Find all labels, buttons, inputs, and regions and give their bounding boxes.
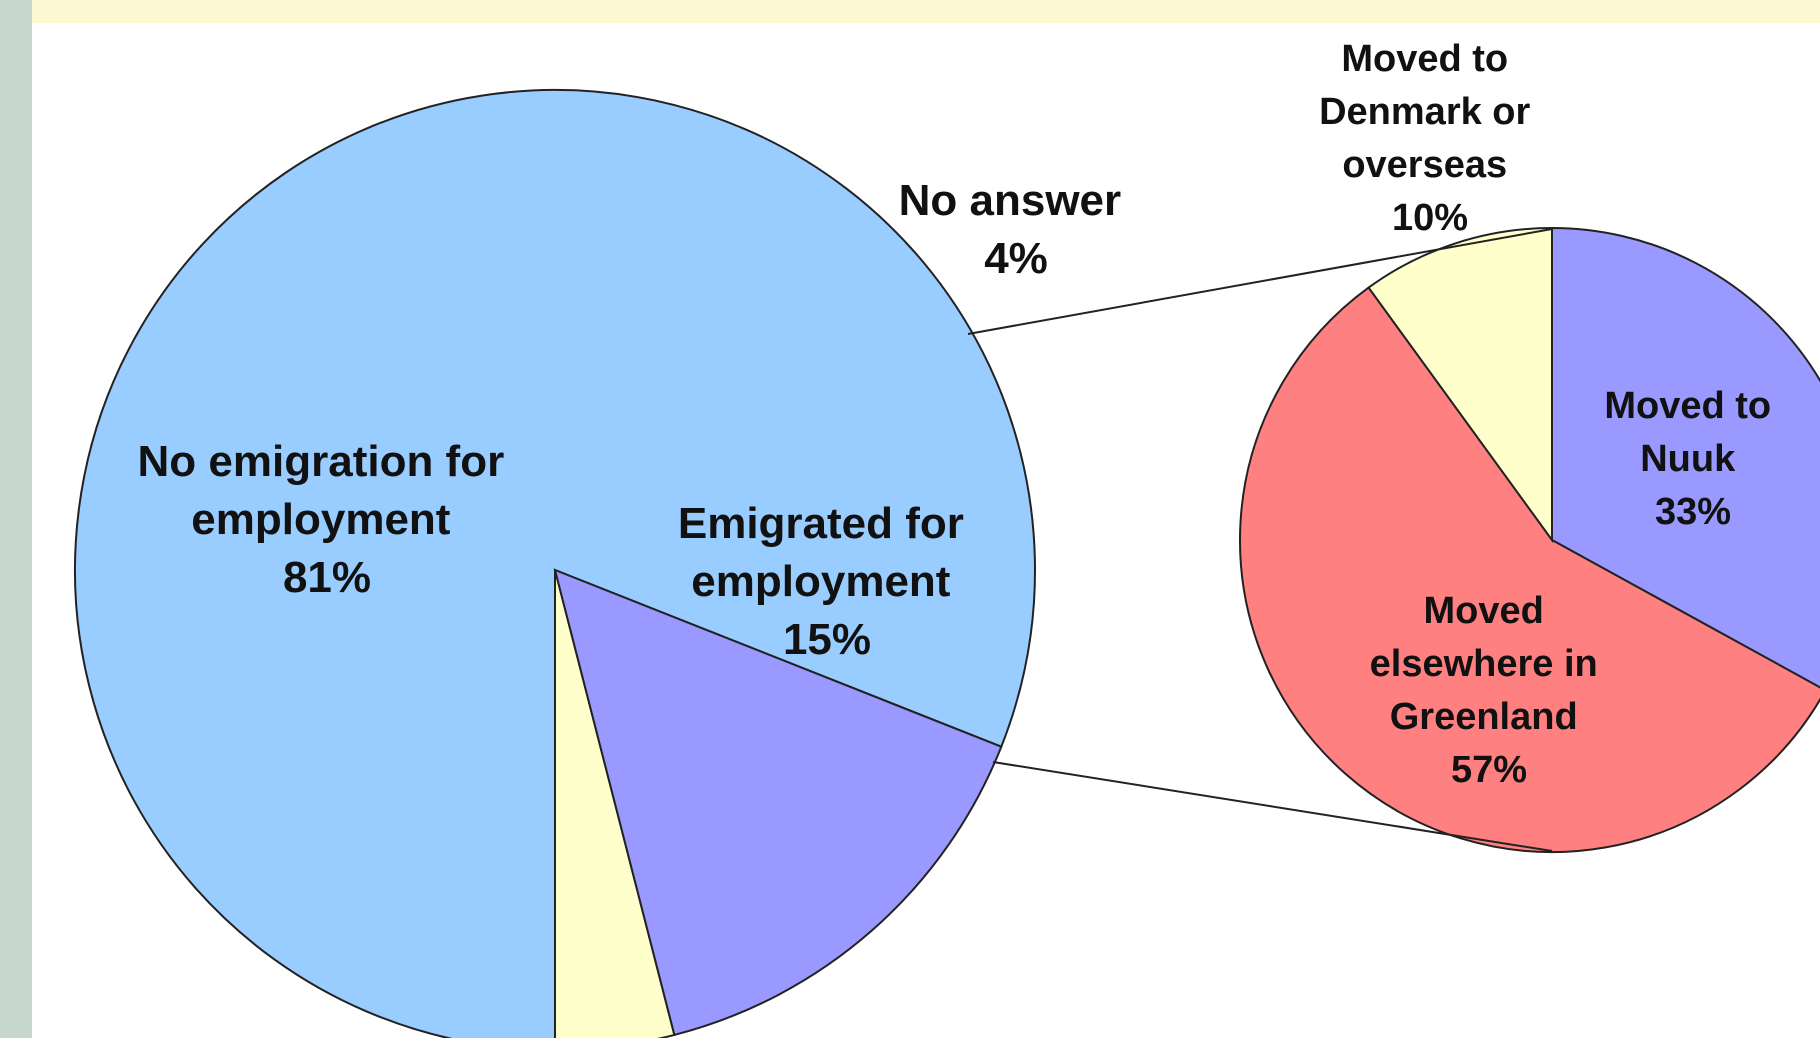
slice-moved-elsewhere-in-greenland	[1239, 286, 1820, 853]
label-denmark-line2: Denmark or	[1319, 91, 1530, 133]
label-nuuk: Moved to Nuuk 33%	[1604, 385, 1781, 533]
label-elsewhere: Moved elsewhere in Greenland 57%	[1370, 590, 1609, 791]
label-no-answer-value: 4%	[984, 234, 1048, 283]
label-emigrated-value: 15%	[783, 615, 871, 664]
label-denmark: Moved to Denmark or overseas 10%	[1319, 38, 1541, 239]
breakdown-pie	[1239, 226, 1820, 853]
slice-moved-to-denmark-or-overseas	[1367, 226, 1553, 544]
main-pie	[74, 89, 1036, 1038]
label-no-emigration: No emigration for employment 81%	[138, 437, 517, 602]
label-emigrated-line1: Emigrated for	[678, 499, 964, 548]
label-elsewhere-line3: Greenland	[1390, 696, 1578, 738]
label-nuuk-line1: Moved to	[1604, 385, 1771, 427]
label-emigrated-line2: employment	[691, 557, 951, 606]
label-elsewhere-line1: Moved	[1424, 590, 1544, 632]
label-elsewhere-line2: elsewhere in	[1370, 643, 1598, 685]
label-denmark-value: 10%	[1392, 197, 1468, 239]
label-no-emigration-line1: No emigration for	[138, 437, 505, 486]
label-denmark-line1: Moved to	[1341, 38, 1508, 80]
label-elsewhere-value: 57%	[1451, 749, 1527, 791]
label-nuuk-line2: Nuuk	[1640, 438, 1736, 480]
slice-no-emigration-for-employment	[74, 89, 1036, 1038]
connector-line-bottom	[992, 761, 1553, 852]
slice-moved-to-nuuk	[1551, 226, 1820, 689]
label-no-answer-line1: No answer	[899, 176, 1122, 225]
slice-emigrated-for-employment	[553, 568, 1003, 1037]
left-side-bar	[0, 0, 32, 1038]
top-banner	[32, 0, 1820, 23]
label-nuuk-value: 33%	[1655, 491, 1731, 533]
label-emigrated: Emigrated for employment 15%	[678, 499, 976, 664]
label-no-emigration-value: 81%	[283, 553, 371, 602]
label-denmark-line3: overseas	[1342, 144, 1507, 186]
label-no-emigration-line2: employment	[191, 495, 451, 544]
connector-line-top	[967, 228, 1553, 335]
label-no-answer: No answer 4%	[899, 176, 1134, 283]
